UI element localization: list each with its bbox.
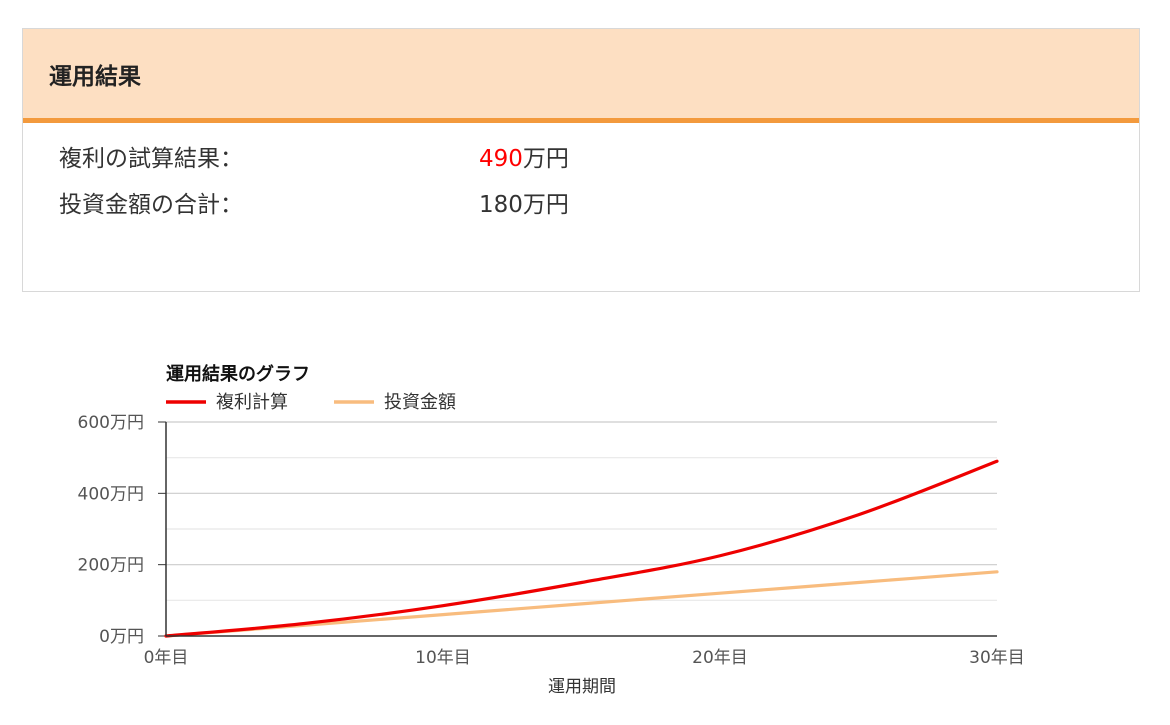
y-tick-label: 200万円 [78, 556, 144, 576]
result-chart: 運用結果のグラフ 複利計算 投資金額 0万円 200万円 400万円 600万円 0年目… [78, 363, 1025, 697]
x-tick-label: 30年目 [969, 648, 1025, 668]
investment-total-value: 180万円 [479, 192, 569, 218]
series-line [164, 570, 999, 638]
chart-container: 運用結果のグラフ 複利計算 投資金額 0万円 200万円 400万円 600万円 0年目… [0, 340, 1170, 725]
compound-result-unit: 万円 [522, 146, 569, 172]
chart-title: 運用結果のグラフ [166, 363, 310, 385]
result-panel: 運用結果 複利の試算結果： 490万円 投資金額の合計： 180万円 [22, 28, 1140, 292]
y-tick-label: 400万円 [78, 484, 144, 504]
y-tick-label: 0万円 [99, 627, 144, 647]
chart-legend: 複利計算 投資金額 [166, 392, 456, 413]
compound-result-number: 490 [479, 146, 523, 172]
chart-series [164, 459, 999, 638]
investment-total-row: 投資金額の合計： 180万円 [59, 185, 569, 219]
result-title: 運用結果 [49, 63, 141, 90]
x-tick-label: 10年目 [415, 648, 471, 668]
x-axis-title: 運用期間 [548, 677, 616, 697]
legend-label: 投資金額 [384, 392, 456, 413]
y-axis-ticks: 0万円 200万円 400万円 600万円 [78, 413, 166, 647]
x-tick-label: 0年目 [144, 648, 189, 668]
investment-total-label: 投資金額の合計： [59, 192, 243, 218]
legend-label: 複利計算 [216, 392, 288, 413]
compound-result-label: 複利の試算結果： [59, 146, 243, 172]
y-tick-label: 600万円 [78, 413, 144, 433]
compound-result-row: 複利の試算結果： 490万円 [59, 139, 569, 173]
result-header: 運用結果 [23, 29, 1139, 123]
compound-result-value: 490万円 [479, 139, 569, 173]
x-tick-label: 20年目 [692, 648, 748, 668]
chart-grid [166, 421, 997, 601]
x-axis-ticks: 0年目 10年目 20年目 30年目 [144, 648, 1025, 668]
series-line [164, 459, 999, 638]
